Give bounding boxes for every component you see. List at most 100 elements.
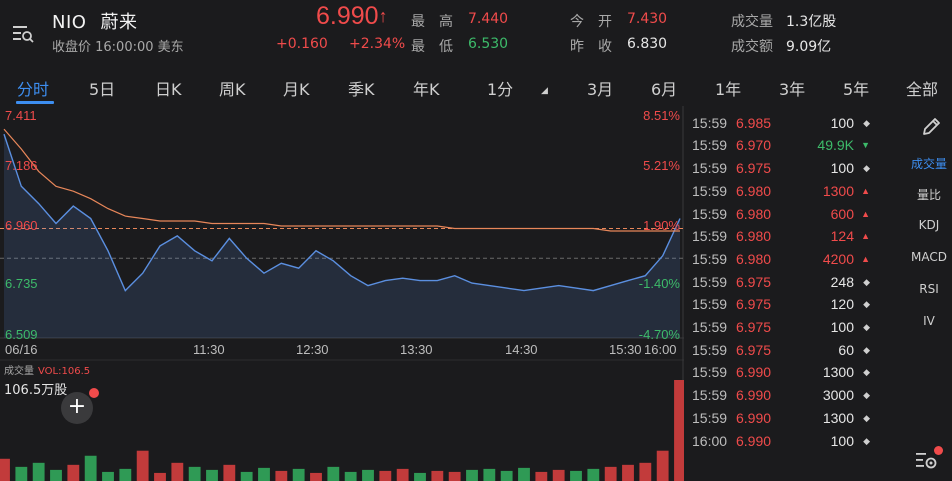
settings-notification-dot <box>934 446 943 455</box>
trade-time: 15:59 <box>692 228 728 245</box>
direction-icon: ◆ <box>863 163 870 174</box>
volume-bar <box>570 470 582 481</box>
volume-bar <box>674 380 684 481</box>
volume-bar <box>102 471 114 481</box>
trade-qty: 100 <box>830 432 854 449</box>
tab-3year[interactable]: 3年 <box>779 80 806 99</box>
direction-icon: ▼ <box>861 140 870 151</box>
trade-price: 6.980 <box>736 205 772 222</box>
trade-time: 15:59 <box>692 319 728 335</box>
trade-row: 15:59 6.975 100 ◆ <box>684 160 876 182</box>
trade-row: 15:59 6.975 120 ◆ <box>684 296 876 318</box>
tab-all[interactable]: 全部 <box>906 80 939 99</box>
tab-3month[interactable]: 3月 <box>587 80 614 99</box>
sidebar-item-volume-ratio[interactable]: 量比 <box>916 188 941 202</box>
trade-qty: 120 <box>830 296 854 313</box>
volume-bar <box>310 472 322 481</box>
volume-bar <box>32 462 45 481</box>
trade-time: 15:59 <box>692 182 728 199</box>
turnover-label: 成交额 <box>731 39 773 55</box>
volume-bar <box>292 468 305 481</box>
trade-price: 6.990 <box>736 364 772 381</box>
volume-bar <box>84 455 97 481</box>
pct-label-bottom: -4.70% <box>638 327 680 342</box>
volume-bar <box>327 466 340 481</box>
tab-daily-k[interactable]: 日K <box>155 80 182 99</box>
tab-5year[interactable]: 5年 <box>843 80 870 99</box>
trade-time: 15:59 <box>692 296 728 313</box>
volume-value: 1.3亿股 <box>786 14 837 30</box>
caret-down-icon[interactable]: ◢ <box>541 86 548 96</box>
intraday-chart[interactable]: 7.411 7.186 6.960 6.735 6.509 8.51% 5.21… <box>0 106 684 481</box>
pct-label-3: 1.90% <box>643 218 680 233</box>
trade-row: 15:59 6.985 100 ◆ <box>684 115 876 137</box>
volume-bar <box>500 470 513 481</box>
volume-bar <box>188 466 201 481</box>
y-label-2: 7.186 <box>5 158 38 173</box>
trade-price: 6.990 <box>736 387 772 404</box>
tab-quarterly-k[interactable]: 季K <box>348 80 375 99</box>
trade-price: 6.975 <box>736 160 772 177</box>
trade-qty: 124 <box>830 228 854 245</box>
sidebar-item-rsi[interactable]: RSI <box>919 282 939 296</box>
volume-bar <box>396 468 409 481</box>
pencil-icon[interactable] <box>920 116 942 138</box>
trade-row: 15:59 6.990 3000 ◆ <box>684 387 876 409</box>
tab-6month[interactable]: 6月 <box>651 80 678 99</box>
volume-bar <box>171 462 184 481</box>
trade-price: 6.980 <box>736 182 772 199</box>
trade-row: 15:59 6.970 49.9K ▼ <box>684 137 876 159</box>
direction-icon: ◆ <box>863 276 870 287</box>
trade-qty: 1300 <box>822 182 854 199</box>
y-label-top: 7.411 <box>5 108 37 123</box>
trade-time: 15:59 <box>692 106 727 108</box>
sidebar-item-iv[interactable]: IV <box>923 314 935 328</box>
trade-qty: 100 <box>831 106 854 108</box>
price-line <box>3 133 681 292</box>
trade-qty: 3000 <box>822 387 854 404</box>
volume-max: 106.5万股 <box>4 383 68 398</box>
trade-price: 6.975 <box>736 319 772 335</box>
volume-bar <box>518 467 530 481</box>
tab-monthly-k[interactable]: 月K <box>283 80 310 99</box>
trade-row: 15:59 6.975 60 ◆ <box>684 342 876 364</box>
tab-yearly-k[interactable]: 年K <box>413 80 440 99</box>
y-label-4: 6.735 <box>5 276 38 291</box>
trade-time: 15:59 <box>692 205 728 222</box>
settings-icon[interactable] <box>914 448 938 472</box>
tab-5day[interactable]: 5日 <box>89 80 116 99</box>
direction-icon: ◆ <box>863 435 870 446</box>
add-indicator-button[interactable]: + <box>61 392 93 424</box>
tab-intraday[interactable]: 分时 <box>17 80 50 99</box>
last-price-value: 6.990 <box>316 2 379 30</box>
sidebar-item-volume[interactable]: 成交量 <box>910 157 947 171</box>
open-value: 7.430 <box>627 11 668 27</box>
trade-row: 15:59 6.990 1300 ◆ <box>684 410 876 432</box>
direction-icon: ◆ <box>863 322 870 332</box>
tab-weekly-k[interactable]: 周K <box>219 80 246 99</box>
pct-label-2: 5.21% <box>643 158 680 173</box>
x-label-1130: 11:30 <box>193 342 225 357</box>
volume-bar <box>622 464 634 481</box>
chart-canvas <box>0 106 684 481</box>
trade-time: 15:59 <box>692 364 728 381</box>
sidebar-item-kdj[interactable]: KDJ <box>918 218 940 232</box>
volume-bar <box>275 470 288 481</box>
volume-bar <box>362 469 374 481</box>
volume-bar <box>604 466 617 481</box>
trade-price: 6.970 <box>736 137 772 154</box>
trade-row: 15:59 6.980 1300 ▲ <box>684 183 876 205</box>
trade-time: 15:59 <box>692 250 728 267</box>
trade-price: 6.975 <box>736 341 772 358</box>
price-change-pct: +2.34% <box>349 36 406 52</box>
sidebar-item-macd[interactable]: MACD <box>911 250 947 264</box>
menu-search-icon[interactable] <box>12 24 34 44</box>
trade-price: 6.985 <box>736 106 771 108</box>
trade-price: 6.990 <box>736 409 772 426</box>
trade-price: 6.980 <box>736 228 772 245</box>
tab-1year[interactable]: 1年 <box>715 80 742 99</box>
tab-1min[interactable]: 1分 <box>487 80 514 99</box>
last-price: 6.990↑ <box>316 2 388 31</box>
trade-ticks-list[interactable]: 15:59 6.985 100 ◆ 15:59 6.985 100 ◆ 15:59 6.970 49… <box>684 106 876 481</box>
direction-icon: ▲ <box>861 253 870 264</box>
